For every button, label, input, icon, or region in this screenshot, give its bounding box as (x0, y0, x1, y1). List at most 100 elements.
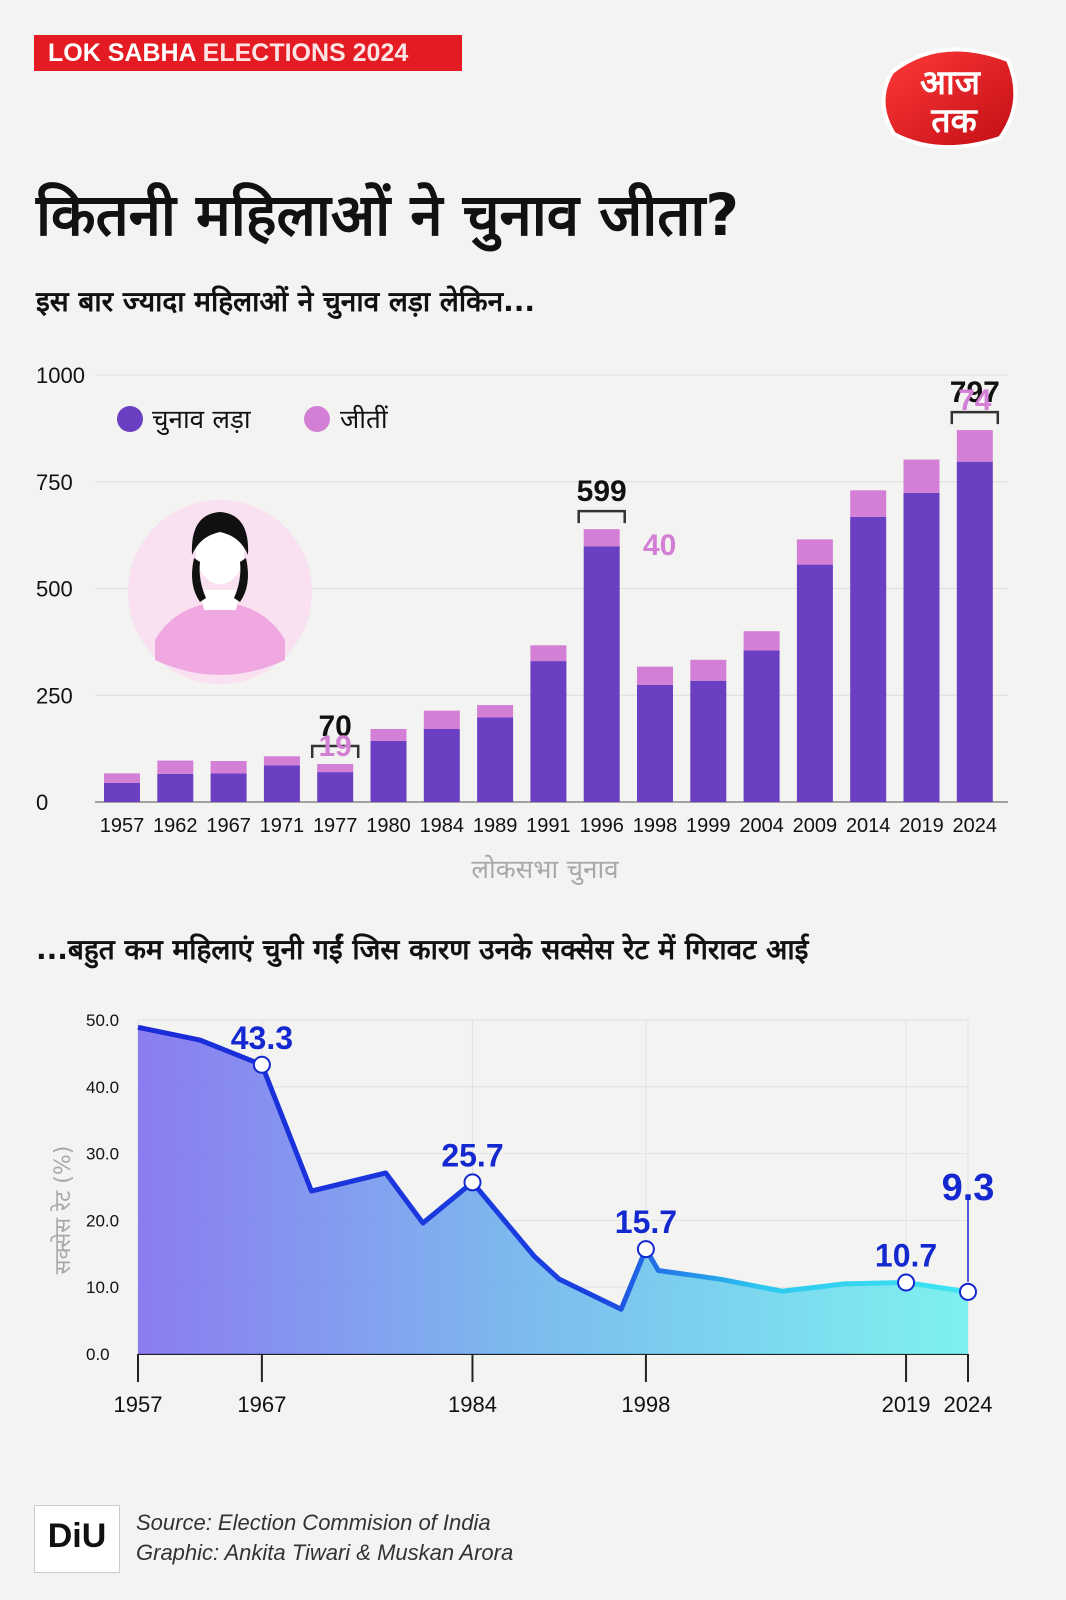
woman-avatar-icon (128, 500, 312, 684)
bar-y-tick-label: 750 (36, 470, 73, 495)
annotation-contested-value: 70 (319, 710, 352, 743)
bar-contested (743, 650, 780, 802)
line-x-tick-label: 2019 (882, 1392, 931, 1417)
bar-won (583, 529, 620, 547)
line-y-tick-label: 10.0 (86, 1278, 119, 1297)
bar-contested (157, 773, 194, 802)
legend-contested-label: चुनाव लड़ा (152, 405, 252, 435)
bar-contested (530, 661, 567, 802)
success-rate-area (138, 1027, 968, 1354)
bar-contested (477, 717, 514, 802)
tag-part2: ELECTIONS 2024 (202, 39, 409, 67)
bar-won (796, 539, 833, 565)
data-point-label: 15.7 (615, 1204, 677, 1240)
bar-x-tick-label: 1984 (420, 815, 465, 837)
page-title: कितनी महिलाओं ने चुनाव जीता? (36, 181, 739, 249)
annotation-bracket (950, 410, 1000, 425)
aaj-tak-logo: आज तक (881, 47, 1018, 150)
bar-won (210, 761, 247, 774)
annotation-won-value: 19 (319, 730, 352, 763)
line-x-tick-label: 1967 (237, 1392, 286, 1417)
annotation-contested-value: 599 (577, 475, 627, 508)
bar-x-tick-label: 1996 (579, 815, 624, 837)
bar-y-tick-label: 250 (36, 683, 73, 708)
bar-won (157, 760, 194, 774)
bar-won (850, 490, 887, 517)
bar-won (690, 659, 727, 681)
data-point-marker (463, 1173, 482, 1192)
logo-text-bottom: तक (930, 101, 978, 141)
annotation-won-value: 74 (958, 384, 992, 417)
bar-contested (104, 782, 140, 802)
bar-won (104, 773, 140, 783)
logo-text-top: आज (920, 63, 982, 103)
bar-won (743, 631, 780, 651)
annotation-bracket (310, 744, 360, 758)
bar-contested (263, 765, 300, 802)
annotation-bracket (577, 509, 626, 524)
bar-contested (850, 516, 887, 802)
bar-contested (690, 680, 727, 802)
bar-x-tick-label: 2009 (793, 815, 838, 837)
bar-y-tick-label: 1000 (36, 363, 85, 388)
legend-won-label: जीतीं (340, 404, 389, 435)
bar-x-tick-label: 2014 (846, 815, 891, 837)
source-text: Source: Election Commision of India (136, 1510, 491, 1535)
bar-chart: 0 250 500 750 1000 चुनाव लड़ा जीतीं 1957 1962 1… (36, 363, 1008, 885)
line-y-tick-label: 20.0 (86, 1211, 119, 1230)
line-x-tick-label: 1957 (114, 1392, 163, 1417)
bar-x-tick-label: 1998 (633, 815, 678, 837)
data-point-label: 25.7 (441, 1137, 503, 1173)
line-x-tick-label: 2024 (944, 1392, 993, 1417)
data-point-label: 10.7 (875, 1238, 937, 1274)
annotation-won-value: 40 (643, 529, 676, 562)
data-point-marker (636, 1240, 655, 1259)
bar-contested (956, 461, 993, 802)
bar-contested (317, 772, 354, 802)
data-point-label: 9.3 (942, 1167, 995, 1209)
bar-contested (210, 773, 247, 802)
data-point-marker (252, 1055, 271, 1074)
bar-x-tick-label: 1962 (153, 815, 198, 837)
bar-contested (583, 546, 620, 802)
bar-x-tick-label: 2024 (953, 815, 998, 837)
data-point-marker (897, 1273, 916, 1292)
bar-won (370, 728, 407, 741)
graphic-credit: Graphic: Ankita Tiwari & Muskan Arora (136, 1540, 514, 1565)
bar-y-tick-label: 500 (36, 577, 73, 602)
bar-x-tick-label: 2019 (899, 815, 944, 837)
line-y-tick-label: 0.0 (86, 1345, 110, 1364)
bar-x-tick-label: 1977 (313, 815, 358, 837)
section-tag: LOK SABHA ELECTIONS 2024 (34, 35, 462, 71)
line-chart-subtitle: ...बहुत कम महिलाएं चुनी गईं जिस कारण उनक… (36, 933, 809, 966)
bar-x-tick-label: 1957 (100, 815, 145, 837)
success-rate-line (137, 1024, 969, 1312)
bar-x-axis-label: लोकसभा चुनाव (471, 854, 619, 885)
bar-won (263, 756, 300, 766)
bar-won (423, 710, 460, 729)
success-rate-chart: 0.0 10.0 20.0 30.0 40.0 50.0 1957 1967 1984 1998 2… (50, 1011, 995, 1417)
bar-won (317, 763, 354, 773)
line-y-tick-label: 30.0 (86, 1145, 119, 1164)
line-y-axis-label: सक्सेस रेट (%) (50, 1146, 76, 1275)
bar-x-tick-label: 2004 (739, 815, 784, 837)
bar-won (477, 705, 514, 718)
bar-won (637, 666, 673, 686)
bar-contested (796, 564, 833, 802)
bar-x-tick-label: 1991 (526, 815, 571, 837)
data-point-marker (959, 1282, 977, 1301)
bar-x-tick-label: 1967 (206, 815, 251, 837)
data-point-label: 43.3 (231, 1020, 293, 1056)
line-y-tick-label: 50.0 (86, 1011, 119, 1030)
bar-x-tick-label: 1980 (366, 815, 411, 837)
bar-x-tick-label: 1971 (260, 815, 305, 837)
source-credit: Source: Election Commision of India Grap… (136, 1508, 513, 1568)
annotation-contested-value: 797 (950, 376, 1000, 409)
diu-logo: DiU (34, 1505, 120, 1573)
bar-chart-subtitle: इस बार ज्यादा महिलाओं ने चुनाव लड़ा लेकि… (36, 285, 536, 318)
bar-contested (637, 685, 673, 802)
bar-contested (903, 492, 940, 802)
line-x-tick-label: 1998 (621, 1392, 670, 1417)
tag-part1: LOK SABHA (48, 39, 196, 67)
bar-y-tick-label: 0 (36, 790, 48, 815)
